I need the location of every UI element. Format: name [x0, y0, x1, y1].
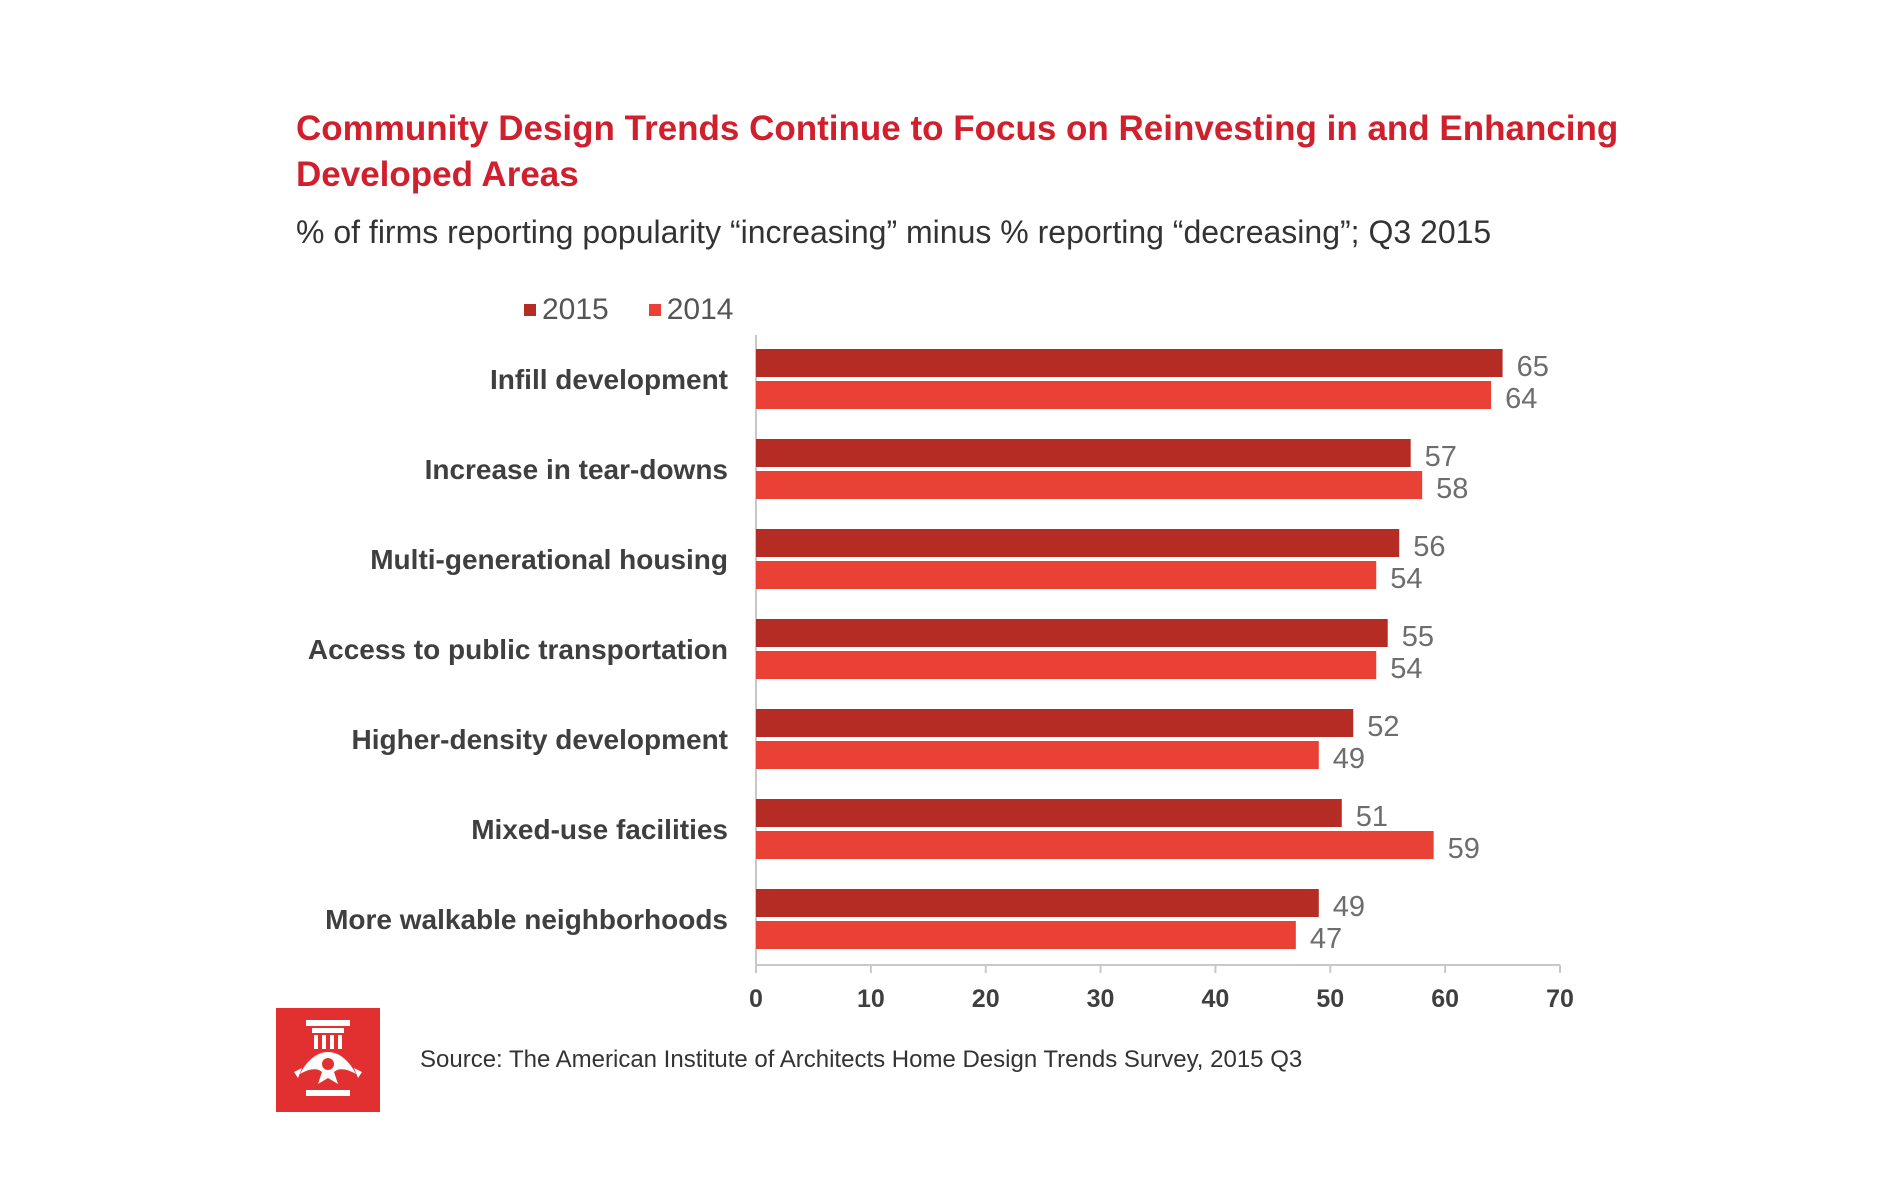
- category-label: Higher-density development: [351, 724, 728, 755]
- bar-2014: [756, 381, 1492, 409]
- x-tick-label: 50: [1316, 985, 1344, 1013]
- bar-2014: [756, 831, 1434, 859]
- data-label-2015: 57: [1425, 441, 1457, 473]
- data-label-2014: 59: [1448, 833, 1480, 865]
- x-tick-label: 70: [1546, 985, 1574, 1013]
- bar-2015: [756, 799, 1342, 827]
- data-label-2014: 54: [1390, 653, 1422, 685]
- bar-2015: [756, 349, 1503, 377]
- chart-source: Source: The American Institute of Archit…: [420, 1046, 1303, 1073]
- data-label-2015: 51: [1356, 801, 1388, 833]
- legend-item-2015: 2015: [524, 293, 609, 327]
- data-label-2014: 64: [1505, 383, 1537, 415]
- data-label-2014: 58: [1436, 473, 1468, 505]
- data-label-2015: 65: [1517, 351, 1549, 383]
- x-tick-label: 60: [1431, 985, 1459, 1013]
- data-label-2014: 49: [1333, 743, 1365, 775]
- x-tick-label: 0: [749, 985, 763, 1013]
- bar-2015: [756, 619, 1388, 647]
- chart-title: Community Design Trends Continue to Focu…: [296, 109, 1619, 194]
- chart-subtitle: % of firms reporting popularity “increas…: [296, 214, 1492, 250]
- legend-item-2014: 2014: [648, 293, 734, 327]
- category-label: Access to public transportation: [308, 634, 728, 665]
- bar-2014: [756, 471, 1423, 499]
- data-label-2014: 47: [1310, 923, 1342, 955]
- bar-2014: [756, 651, 1377, 679]
- legend-label-2015: 2015: [542, 293, 609, 326]
- data-label-2015: 52: [1367, 711, 1399, 743]
- x-tick-label: 30: [1087, 985, 1115, 1013]
- category-label: Multi-generational housing: [370, 544, 728, 575]
- chart-legend: 2015 2014: [524, 290, 774, 330]
- category-label: Infill development: [490, 364, 728, 395]
- aia-logo-icon: [276, 1008, 380, 1112]
- bar-2015: [756, 529, 1400, 557]
- bar-2014: [756, 921, 1296, 949]
- data-label-2015: 49: [1333, 891, 1365, 923]
- bar-2014: [756, 741, 1319, 769]
- x-tick-label: 40: [1202, 985, 1230, 1013]
- category-label: More walkable neighborhoods: [325, 904, 728, 935]
- legend-swatch-2014: [648, 304, 661, 316]
- bar-2015: [756, 439, 1411, 467]
- category-label: Mixed-use facilities: [471, 814, 728, 845]
- x-tick-label: 20: [972, 985, 1000, 1013]
- legend-swatch-2015: [524, 304, 536, 316]
- bar-2015: [756, 889, 1319, 917]
- data-label-2015: 55: [1402, 621, 1434, 653]
- data-label-2014: 54: [1390, 563, 1422, 595]
- bar-2015: [756, 709, 1354, 737]
- category-label: Increase in tear-downs: [425, 454, 728, 485]
- legend-label-2014: 2014: [666, 293, 734, 326]
- x-tick-label: 10: [857, 985, 885, 1013]
- data-label-2015: 56: [1413, 531, 1445, 563]
- bar-2014: [756, 561, 1377, 589]
